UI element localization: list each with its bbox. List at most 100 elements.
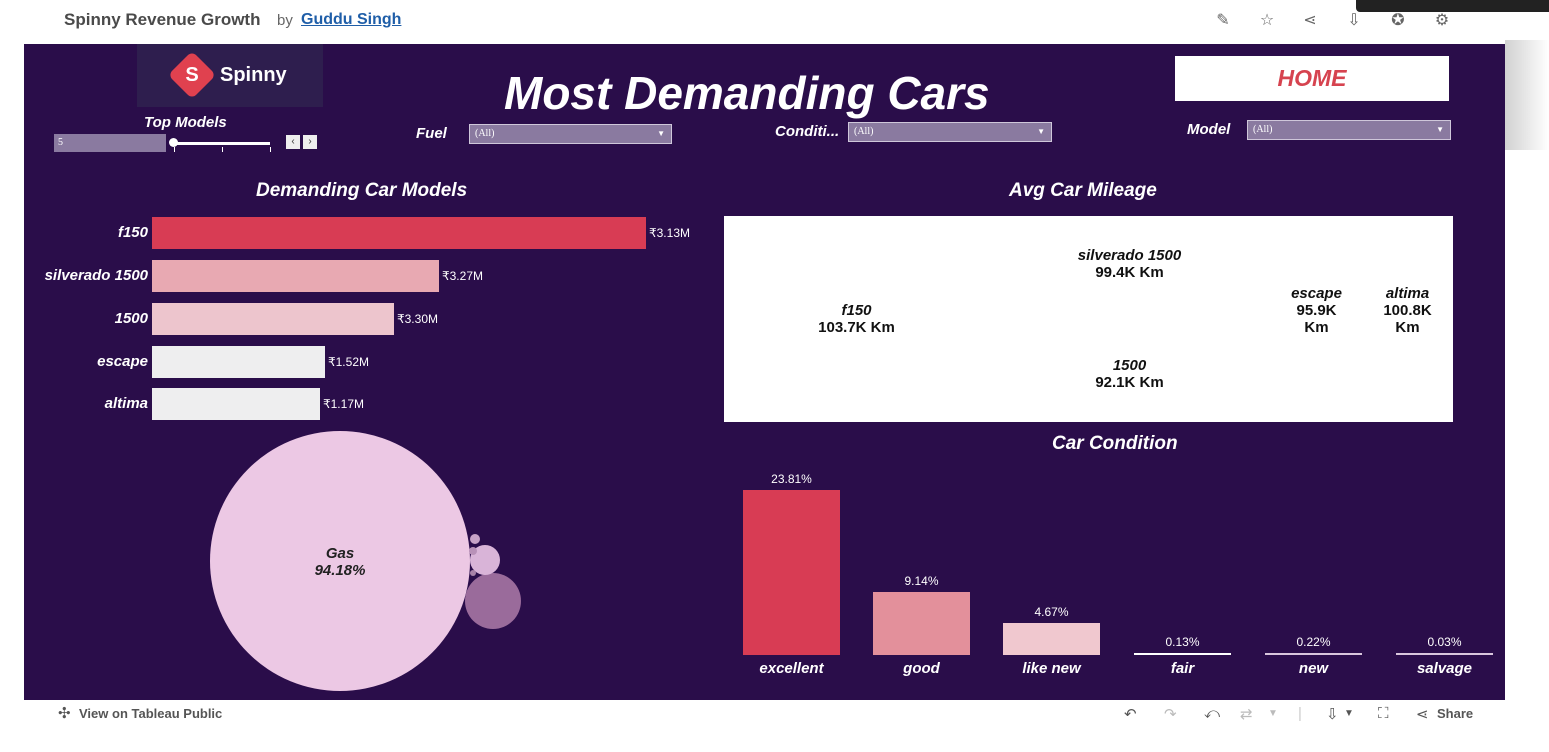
model-filter-select[interactable]: (All) ▼ <box>1247 120 1451 140</box>
badge-icon[interactable]: ✪ <box>1391 12 1405 29</box>
page-header: Spinny Revenue Growth by Guddu Singh ✎ ☆… <box>0 0 1549 44</box>
top-models-slider-knob[interactable] <box>169 138 178 147</box>
treemap-cell-value: 103.7K Km <box>818 319 895 336</box>
condition-filter-value: (All) <box>854 126 874 137</box>
redo-icon[interactable]: ↷ <box>1164 706 1177 723</box>
condition-bar-like-new[interactable] <box>1003 623 1100 655</box>
bar-1500[interactable] <box>152 303 394 335</box>
slider-prev-button[interactable]: ‹ <box>286 135 300 149</box>
condition-chart-title: Car Condition <box>1052 433 1178 454</box>
fuel-filter-value: (All) <box>475 128 495 139</box>
condition-value-label: 0.22% <box>1296 635 1331 649</box>
treemap-cell-name: f150 <box>841 302 872 319</box>
slider-tick <box>174 147 175 152</box>
condition-bar-new[interactable] <box>1265 653 1362 655</box>
treemap-cell-name: altima <box>1385 285 1430 302</box>
treemap-cell-value: 99.4K Km <box>1095 264 1164 281</box>
bar-altima[interactable] <box>152 388 320 420</box>
bar-value-label: ₹3.13M <box>649 226 690 240</box>
bubble-gas[interactable] <box>210 431 470 691</box>
bar-f150[interactable] <box>152 217 646 249</box>
logo-letter: S <box>185 64 199 86</box>
shadow-edge <box>1505 40 1549 150</box>
fullscreen-icon[interactable]: ⛶ <box>1378 705 1389 722</box>
workbook-title: Spinny Revenue Growth <box>64 10 261 29</box>
treemap-cell-name: escape <box>1291 285 1342 302</box>
author-link[interactable]: Guddu Singh <box>301 11 402 28</box>
by-label: by <box>277 12 293 29</box>
treemap-cell-name: 1500 <box>1112 357 1147 374</box>
condition-bar-fair[interactable] <box>1134 653 1231 655</box>
treemap-cell-1500[interactable]: 1500 92.1K Km <box>989 327 1270 421</box>
condition-category-label: salvage <box>1416 660 1473 677</box>
fuel-filter-select[interactable]: (All) ▼ <box>469 124 672 144</box>
tableau-footer: ✣ View on Tableau Public ↶ ↷ ⤺ ⇄ ▼ | ⇩ ▼… <box>24 700 1505 728</box>
bar-label: escape <box>97 353 148 370</box>
treemap-cell-value: 92.1K Km <box>1095 374 1164 391</box>
condition-bar-excellent[interactable] <box>743 490 840 655</box>
divider: | <box>1298 705 1302 722</box>
top-models-input[interactable]: 5 <box>54 134 166 152</box>
bubble-fuel-type[interactable] <box>470 534 480 544</box>
share-nodes-icon[interactable]: ⋖ <box>1303 12 1317 29</box>
condition-value-label: 0.13% <box>1165 635 1200 649</box>
dashboard-title: Most Demanding Cars <box>504 67 990 119</box>
slider-next-button[interactable]: › <box>303 135 317 149</box>
chevron-down-icon[interactable]: ▼ <box>1268 708 1278 719</box>
treemap-cell-silverado[interactable]: silverado 1500 99.4K Km <box>989 217 1270 326</box>
bubble-fuel-type[interactable] <box>469 547 477 555</box>
condition-category-label: excellent <box>759 660 824 677</box>
condition-category-label: like new <box>1022 660 1081 677</box>
dark-tab <box>1356 0 1549 12</box>
model-filter-value: (All) <box>1253 124 1273 135</box>
refresh-icon[interactable]: ⇄ <box>1240 706 1253 723</box>
mileage-treemap: f150 103.7K Km silverado 1500 99.4K Km 1… <box>724 216 1453 422</box>
treemap-cell-escape[interactable]: escape 95.9K Km <box>1271 217 1362 421</box>
condition-category-label: fair <box>1170 660 1195 677</box>
condition-category-label: new <box>1298 660 1329 677</box>
view-on-tableau-link[interactable]: View on Tableau Public <box>79 706 223 721</box>
chevron-down-icon: ▼ <box>1037 127 1045 136</box>
share-button[interactable]: Share <box>1437 706 1474 721</box>
download-icon[interactable]: ⇩ <box>1326 706 1339 723</box>
bar-label: 1500 <box>114 310 148 327</box>
bar-escape[interactable] <box>152 346 325 378</box>
condition-bar-good[interactable] <box>873 592 970 655</box>
gear-icon[interactable]: ⚙ <box>1434 12 1450 29</box>
bar-value-label: ₹1.17M <box>323 397 364 411</box>
condition-value-label: 0.03% <box>1427 635 1462 649</box>
chevron-down-icon: ▼ <box>1436 125 1444 134</box>
bubble-fuel-type[interactable] <box>465 573 521 629</box>
bar-silverado-1500[interactable] <box>152 260 439 292</box>
undo-icon[interactable]: ↶ <box>1124 706 1137 723</box>
condition-value-label: 9.14% <box>904 574 939 588</box>
bar-value-label: ₹3.30M <box>397 312 438 326</box>
home-button[interactable]: HOME <box>1175 56 1449 101</box>
bar-value-label: ₹3.27M <box>442 269 483 283</box>
edit-icon[interactable]: ✎ <box>1216 12 1230 29</box>
dashboard-canvas: S Spinny Most Demanding Cars HOME Top Mo… <box>24 44 1505 700</box>
treemap-cell-altima[interactable]: altima 100.8K Km <box>1363 217 1452 421</box>
chevron-down-icon: ▼ <box>657 129 665 138</box>
models-chart-title: Demanding Car Models <box>256 180 468 201</box>
spinny-logo: S Spinny <box>137 44 323 107</box>
revert-icon[interactable]: ⤺ <box>1204 705 1221 722</box>
share-nodes-icon[interactable]: ⋖ <box>1416 706 1429 723</box>
treemap-cell-f150[interactable]: f150 103.7K Km <box>725 217 988 421</box>
star-icon[interactable]: ☆ <box>1259 12 1275 29</box>
fuel-filter-label: Fuel <box>416 125 447 142</box>
treemap-cell-value: 100.8K Km <box>1383 302 1432 336</box>
slider-tick <box>270 147 271 152</box>
download-icon[interactable]: ⇩ <box>1347 12 1361 29</box>
logo-text: Spinny <box>220 64 287 86</box>
bubble-label: Gas 94.18% <box>314 545 366 579</box>
condition-filter-label: Conditi... <box>775 123 840 140</box>
condition-filter-select[interactable]: (All) ▼ <box>848 122 1052 142</box>
bar-label: silverado 1500 <box>44 267 148 284</box>
chevron-down-icon[interactable]: ▼ <box>1344 708 1354 719</box>
top-models-slider-track[interactable] <box>174 142 270 145</box>
mileage-chart-title: Avg Car Mileage <box>1009 180 1157 201</box>
condition-bar-salvage[interactable] <box>1396 653 1493 655</box>
tableau-logo-icon: ✣ <box>58 705 71 722</box>
bubble-fuel-type[interactable] <box>470 570 476 576</box>
